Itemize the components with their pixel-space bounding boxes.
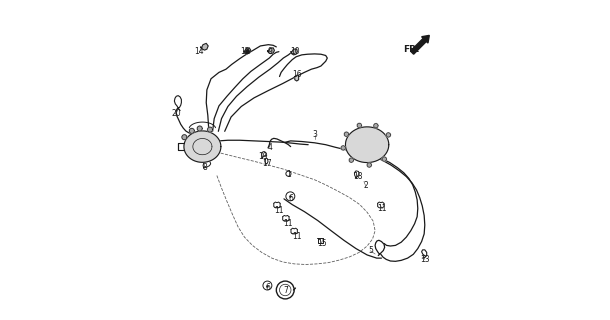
Text: 3: 3 (312, 130, 317, 139)
Text: 11: 11 (274, 206, 284, 215)
Polygon shape (201, 44, 208, 50)
Text: 10: 10 (290, 47, 300, 56)
Text: 5: 5 (368, 246, 373, 255)
Text: 9: 9 (268, 47, 273, 56)
Polygon shape (357, 123, 362, 128)
Polygon shape (367, 163, 371, 167)
Text: 18: 18 (353, 172, 362, 181)
Polygon shape (197, 126, 203, 131)
Text: 11: 11 (293, 232, 302, 241)
Text: 14: 14 (195, 47, 204, 56)
Polygon shape (290, 49, 297, 55)
Polygon shape (182, 135, 187, 140)
Text: 20: 20 (171, 109, 181, 118)
Text: 8: 8 (203, 163, 207, 172)
Text: 12: 12 (240, 47, 250, 56)
Text: 4: 4 (268, 143, 273, 152)
Polygon shape (344, 132, 348, 136)
Text: 11: 11 (284, 219, 293, 228)
Text: 17: 17 (262, 159, 271, 168)
Polygon shape (184, 131, 221, 162)
Text: 19: 19 (258, 152, 267, 161)
Polygon shape (341, 146, 345, 150)
Polygon shape (267, 48, 274, 53)
Text: 13: 13 (420, 255, 429, 264)
Polygon shape (386, 133, 390, 137)
Text: 7: 7 (284, 286, 289, 295)
Text: 11: 11 (378, 204, 387, 213)
Text: FR.: FR. (403, 45, 420, 54)
Polygon shape (189, 128, 195, 133)
Polygon shape (382, 157, 387, 161)
Text: 2: 2 (363, 181, 368, 190)
Text: 16: 16 (292, 70, 301, 79)
Text: 1: 1 (287, 170, 292, 179)
Text: 6: 6 (266, 283, 271, 292)
FancyArrow shape (411, 36, 429, 54)
Polygon shape (345, 127, 389, 163)
Text: 15: 15 (317, 239, 327, 248)
Polygon shape (349, 158, 354, 162)
Polygon shape (295, 75, 299, 81)
Text: 6: 6 (289, 194, 293, 203)
Polygon shape (374, 124, 378, 128)
Polygon shape (207, 127, 212, 132)
Polygon shape (244, 48, 251, 54)
